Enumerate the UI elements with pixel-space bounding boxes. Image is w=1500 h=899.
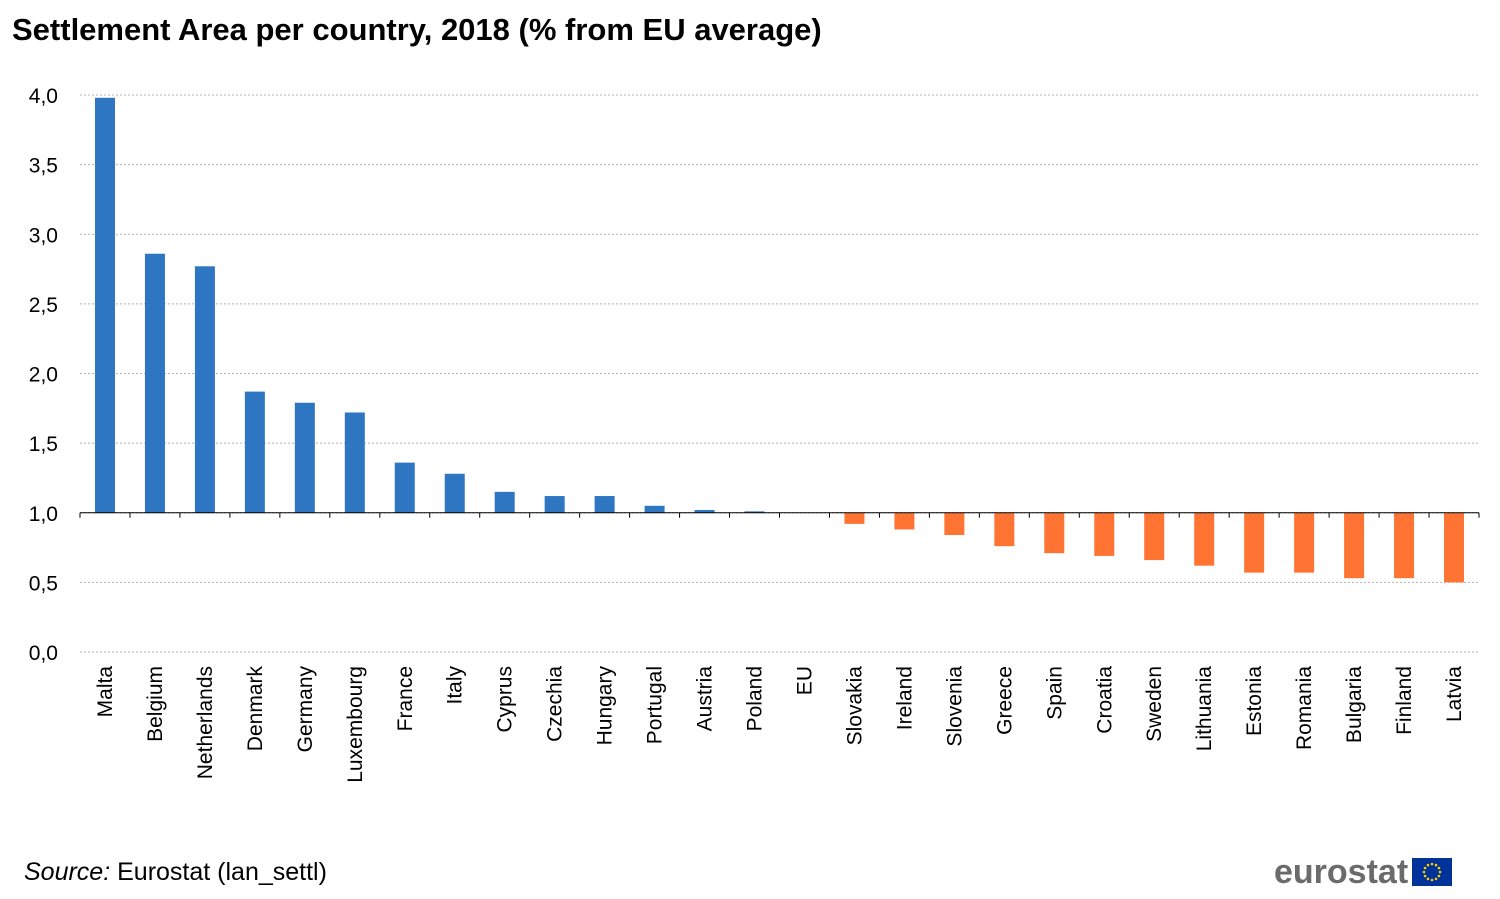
x-tick-label: Latvia (1443, 666, 1466, 722)
bar-italy (444, 473, 465, 513)
bar-belgium (144, 253, 165, 513)
flag-star (1430, 862, 1434, 866)
bar-spain (1044, 512, 1065, 554)
x-tick-label: Sweden (1143, 666, 1166, 742)
x-tick-label: Slovenia (943, 666, 966, 747)
x-tick-label: Ireland (893, 666, 916, 730)
bar-croatia (1094, 512, 1115, 556)
bar-finland (1394, 512, 1415, 579)
x-tick-label: Czechia (544, 666, 567, 742)
bar-germany (294, 402, 315, 513)
chart-title: Settlement Area per country, 2018 (% fro… (12, 12, 822, 47)
y-tick-label: 1,5 (29, 433, 58, 456)
flag-star (1438, 870, 1442, 874)
x-tick-label: Bulgaria (1343, 666, 1366, 743)
x-tick-label: Netherlands (194, 666, 217, 779)
x-tick-label: France (394, 666, 417, 731)
source-text: Eurostat (lan_settl) (110, 858, 327, 886)
flag-star (1422, 870, 1426, 874)
x-tick-label: Austria (694, 666, 717, 732)
bar-hungary (594, 496, 615, 513)
y-tick-label: 0,0 (29, 642, 58, 665)
y-axis-ticks: 0,0 0,5 1,0 1,5 2,0 2,5 3,0 3,5 4,0 (29, 85, 58, 665)
eurostat-logo: eurostat (1274, 852, 1453, 892)
source-note: Source: Eurostat (lan_settl) (24, 858, 327, 887)
bar-romania (1294, 512, 1315, 573)
x-tick-label: Lithuania (1193, 666, 1216, 752)
x-tick-label: Italy (444, 666, 467, 705)
bar-estonia (1244, 512, 1265, 573)
bars (94, 97, 1465, 583)
y-tick-label: 4,0 (29, 85, 58, 108)
bar-czechia (544, 496, 565, 513)
bar-sweden (1144, 512, 1165, 561)
bar-latvia (1444, 512, 1465, 583)
bar-malta (94, 97, 115, 513)
logo-text: eurostat (1274, 853, 1409, 891)
flag-star (1426, 877, 1430, 881)
x-tick-label: Malta (94, 666, 117, 718)
flag-star (1423, 874, 1427, 878)
y-tick-label: 0,5 (29, 572, 58, 595)
bar-portugal (644, 505, 665, 513)
flag-star (1423, 866, 1427, 870)
bar-greece (994, 512, 1015, 547)
x-tick-label: Slovakia (843, 666, 866, 746)
source-label: Source: (24, 858, 111, 886)
x-tick-label: Poland (744, 666, 767, 731)
x-tick-label: Spain (1043, 666, 1066, 720)
x-tick-label: Denmark (244, 666, 267, 752)
bar-denmark (244, 391, 265, 513)
gridlines (80, 94, 1479, 653)
y-tick-label: 1,0 (29, 503, 58, 526)
bar-slovenia (944, 512, 965, 536)
bar-ireland (894, 512, 915, 530)
flag-star (1437, 866, 1441, 870)
flag-star (1437, 874, 1441, 878)
flag-star (1434, 863, 1438, 867)
bar-bulgaria (1344, 512, 1365, 579)
x-tick-label: Belgium (144, 666, 167, 742)
bar-austria (694, 509, 715, 513)
flag-star (1430, 878, 1434, 882)
x-tick-label: Croatia (1093, 666, 1116, 734)
bar-poland (744, 511, 765, 513)
bar-slovakia (844, 512, 865, 524)
y-tick-label: 3,0 (29, 224, 58, 247)
y-tick-label: 3,5 (29, 155, 58, 178)
x-axis (79, 512, 1480, 518)
bar-luxembourg (344, 412, 365, 513)
x-tick-label: Luxembourg (344, 666, 367, 783)
x-tick-label: EU (793, 666, 816, 695)
x-tick-label: Cyprus (494, 666, 517, 733)
x-tick-label: Finland (1393, 666, 1416, 735)
x-tick-label: Portugal (644, 666, 667, 744)
bar-france (394, 462, 415, 513)
x-axis-labels: Malta Belgium Netherlands Denmark Germany Lux… (94, 666, 1466, 783)
y-tick-label: 2,5 (29, 294, 58, 317)
eu-flag-icon (1412, 858, 1453, 886)
y-tick-label: 2,0 (29, 364, 58, 387)
x-tick-label: Hungary (594, 666, 617, 746)
x-tick-label: Greece (993, 666, 1016, 735)
x-tick-label: Estonia (1243, 666, 1266, 736)
x-tick-label: Romania (1293, 666, 1316, 750)
bar-lithuania (1194, 512, 1215, 566)
flag-star (1426, 863, 1430, 867)
bar-netherlands (194, 266, 215, 513)
x-tick-label: Germany (294, 666, 317, 753)
flag-star (1434, 877, 1438, 881)
bar-cyprus (494, 491, 515, 513)
